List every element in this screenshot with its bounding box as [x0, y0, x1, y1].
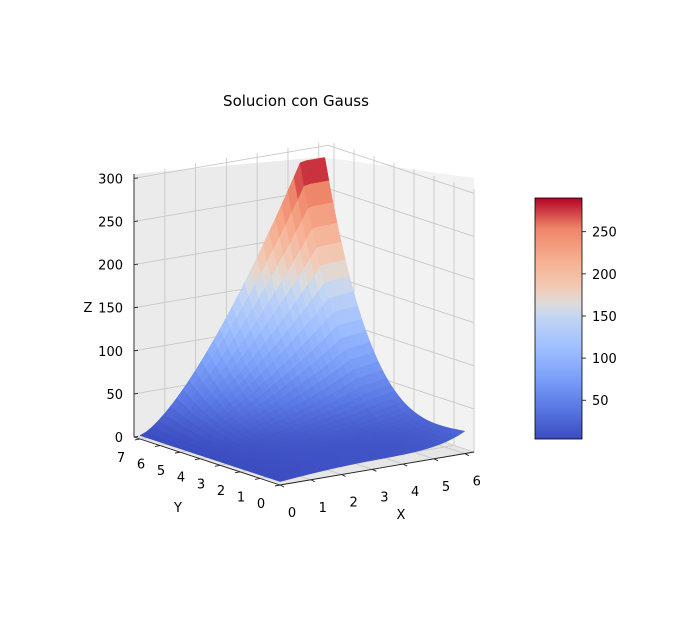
- y-axis-line: [133, 436, 281, 486]
- x-tick-label: 0: [288, 506, 296, 521]
- y-tick-label: 5: [157, 464, 165, 479]
- axis-lines: [133, 174, 475, 486]
- x-tick-mark: [279, 484, 285, 488]
- y-tick-mark: [134, 438, 141, 441]
- y-tick-label: 4: [177, 471, 185, 486]
- x-tick-mark: [341, 474, 346, 477]
- y-tick-label: 6: [137, 458, 145, 473]
- z-axis-label: Z: [84, 301, 93, 316]
- y-tick-mark: [254, 477, 261, 480]
- x-axis-label: X: [397, 508, 406, 523]
- y-tick-label: 0: [257, 497, 265, 512]
- x-tick-label: 6: [473, 475, 481, 490]
- y-tick-label: 3: [197, 477, 205, 492]
- z-tick-label: 200: [98, 259, 123, 274]
- colorbar: 50 100 150 200 250: [534, 197, 617, 440]
- y-tick-label: 1: [237, 490, 245, 505]
- x-tick-label: 3: [380, 490, 388, 505]
- x-tick-mark: [402, 463, 408, 467]
- x-tick-label: 4: [411, 485, 419, 500]
- surface-patch: [453, 430, 466, 436]
- y-tick-mark: [234, 471, 241, 474]
- colorbar-tick-label: 100: [592, 352, 617, 367]
- y-tick-label: 7: [117, 451, 125, 466]
- y-tick-mark: [154, 445, 161, 447]
- x-tick-mark: [464, 453, 469, 456]
- y-tick-mark: [174, 451, 181, 454]
- surface-plot: [139, 157, 466, 482]
- z-tick-label: 250: [98, 215, 123, 230]
- x-tick-mark: [372, 468, 377, 472]
- x-axis-line: [279, 451, 475, 486]
- x-tick-mark: [310, 479, 315, 483]
- z-tick-label: 0: [115, 431, 123, 446]
- colorbar-tick-label: 200: [592, 268, 617, 283]
- colorbar-gradient: [534, 197, 583, 440]
- z-tick-label: 150: [98, 302, 123, 317]
- z-tick-label: 100: [98, 345, 123, 360]
- chart-title: Solucion con Gauss: [223, 92, 369, 110]
- y-tick-mark: [214, 464, 221, 467]
- z-gridline: [133, 144, 475, 194]
- z-tick-label: 300: [98, 172, 123, 187]
- colorbar-ticks: 50 100 150 200 250: [582, 226, 617, 409]
- colorbar-tick-label: 50: [592, 394, 609, 409]
- x-tick-label: 1: [319, 501, 327, 516]
- x-tick-mark: [433, 458, 439, 462]
- z-tick-label: 50: [106, 388, 123, 403]
- y-tick-label: 2: [217, 484, 225, 499]
- y-axis-label: Y: [173, 501, 182, 516]
- colorbar-tick-label: 150: [592, 310, 617, 325]
- y-tick-mark: [194, 458, 201, 461]
- z-axis-ticks: 0 50 100 150 200 250 300: [98, 172, 139, 446]
- colorbar-tick-label: 250: [592, 226, 617, 241]
- x-tick-label: 2: [349, 496, 357, 511]
- x-axis-ticks: 0 1 2 3 4 5 6: [279, 453, 481, 521]
- x-tick-label: 5: [442, 480, 450, 495]
- y-tick-mark: [274, 484, 281, 487]
